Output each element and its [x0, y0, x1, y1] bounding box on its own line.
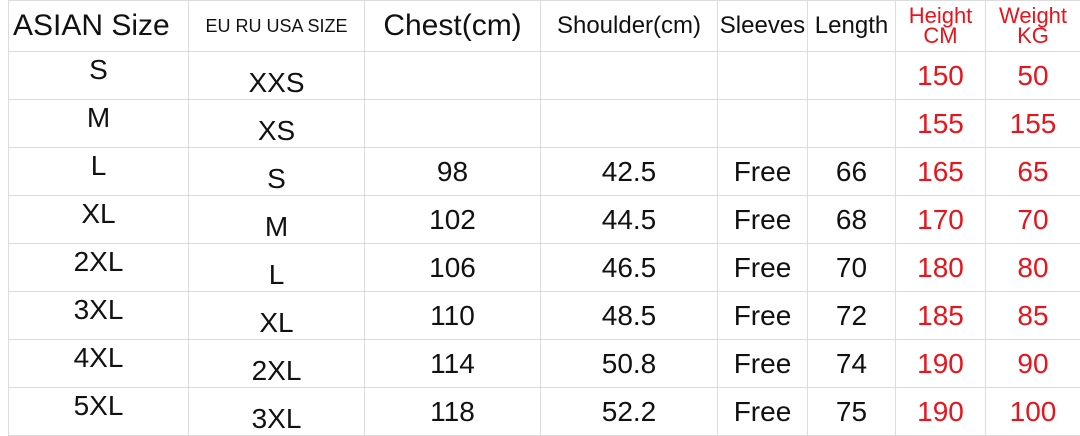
cell-weight[interactable]: 85 [986, 292, 1080, 340]
cell-length[interactable]: 66 [808, 148, 896, 196]
table-row: 4XL 2XL 114 50.8 Free 74 190 90 [9, 340, 1080, 388]
cell-height[interactable]: 190 [896, 340, 986, 388]
cell-sleeves[interactable] [718, 52, 808, 100]
cell-length[interactable]: 70 [808, 244, 896, 292]
header-sleeves[interactable]: Sleeves [718, 1, 808, 52]
cell-weight[interactable]: 70 [986, 196, 1080, 244]
header-height[interactable]: Height CM [896, 1, 986, 52]
cell-height[interactable]: 165 [896, 148, 986, 196]
cell-eu-size[interactable]: 2XL [189, 340, 365, 388]
cell-eu-size[interactable]: XL [189, 292, 365, 340]
cell-asian-size[interactable]: XL [9, 196, 189, 244]
cell-height[interactable]: 185 [896, 292, 986, 340]
table-row: S XXS 150 50 [9, 52, 1080, 100]
header-weight-unit: KG [986, 26, 1080, 46]
cell-length[interactable]: 68 [808, 196, 896, 244]
cell-asian-size[interactable]: M [9, 100, 189, 148]
cell-sleeves[interactable]: Free [718, 148, 808, 196]
cell-length[interactable]: 75 [808, 388, 896, 436]
cell-shoulder[interactable] [541, 100, 718, 148]
cell-chest[interactable]: 114 [365, 340, 541, 388]
cell-weight[interactable]: 90 [986, 340, 1080, 388]
cell-chest[interactable]: 102 [365, 196, 541, 244]
cell-length[interactable]: 74 [808, 340, 896, 388]
header-asian-size[interactable]: ASIAN Size [9, 1, 189, 52]
table-row: 2XL L 106 46.5 Free 70 180 80 [9, 244, 1080, 292]
cell-asian-size[interactable]: S [9, 52, 189, 100]
cell-chest[interactable]: 106 [365, 244, 541, 292]
cell-length[interactable] [808, 52, 896, 100]
cell-sleeves[interactable]: Free [718, 292, 808, 340]
cell-shoulder[interactable]: 48.5 [541, 292, 718, 340]
cell-height[interactable]: 190 [896, 388, 986, 436]
cell-shoulder[interactable]: 44.5 [541, 196, 718, 244]
cell-eu-size[interactable]: L [189, 244, 365, 292]
cell-sleeves[interactable]: Free [718, 340, 808, 388]
cell-sleeves[interactable] [718, 100, 808, 148]
cell-height[interactable]: 170 [896, 196, 986, 244]
cell-chest[interactable]: 98 [365, 148, 541, 196]
cell-sleeves[interactable]: Free [718, 196, 808, 244]
table-row: M XS 155 155 [9, 100, 1080, 148]
cell-chest[interactable] [365, 52, 541, 100]
cell-eu-size[interactable]: XXS [189, 52, 365, 100]
header-shoulder[interactable]: Shoulder(cm) [541, 1, 718, 52]
cell-asian-size[interactable]: 4XL [9, 340, 189, 388]
cell-chest[interactable]: 118 [365, 388, 541, 436]
cell-asian-size[interactable]: 5XL [9, 388, 189, 436]
header-chest[interactable]: Chest(cm) [365, 1, 541, 52]
cell-shoulder[interactable]: 46.5 [541, 244, 718, 292]
cell-sleeves[interactable]: Free [718, 388, 808, 436]
cell-sleeves[interactable]: Free [718, 244, 808, 292]
cell-chest[interactable] [365, 100, 541, 148]
cell-chest[interactable]: 110 [365, 292, 541, 340]
table-row: 3XL XL 110 48.5 Free 72 185 85 [9, 292, 1080, 340]
cell-eu-size[interactable]: S [189, 148, 365, 196]
table-row: 5XL 3XL 118 52.2 Free 75 190 100 [9, 388, 1080, 436]
header-eu-ru-usa-size[interactable]: EU RU USA SIZE [189, 1, 365, 52]
table-row: XL M 102 44.5 Free 68 170 70 [9, 196, 1080, 244]
cell-asian-size[interactable]: 2XL [9, 244, 189, 292]
cell-shoulder[interactable]: 50.8 [541, 340, 718, 388]
cell-weight[interactable]: 100 [986, 388, 1080, 436]
cell-length[interactable] [808, 100, 896, 148]
cell-weight[interactable]: 80 [986, 244, 1080, 292]
header-length[interactable]: Length [808, 1, 896, 52]
cell-height[interactable]: 150 [896, 52, 986, 100]
cell-height[interactable]: 180 [896, 244, 986, 292]
cell-shoulder[interactable]: 42.5 [541, 148, 718, 196]
cell-eu-size[interactable]: 3XL [189, 388, 365, 436]
cell-shoulder[interactable] [541, 52, 718, 100]
cell-asian-size[interactable]: 3XL [9, 292, 189, 340]
cell-eu-size[interactable]: M [189, 196, 365, 244]
header-weight[interactable]: Weight KG [986, 1, 1080, 52]
cell-height[interactable]: 155 [896, 100, 986, 148]
size-chart-table: ASIAN Size EU RU USA SIZE Chest(cm) Shou… [8, 0, 1080, 436]
cell-weight[interactable]: 50 [986, 52, 1080, 100]
table-row: L S 98 42.5 Free 66 165 65 [9, 148, 1080, 196]
cell-weight[interactable]: 155 [986, 100, 1080, 148]
header-row: ASIAN Size EU RU USA SIZE Chest(cm) Shou… [9, 1, 1080, 52]
cell-eu-size[interactable]: XS [189, 100, 365, 148]
cell-weight[interactable]: 65 [986, 148, 1080, 196]
cell-shoulder[interactable]: 52.2 [541, 388, 718, 436]
cell-asian-size[interactable]: L [9, 148, 189, 196]
header-height-unit: CM [896, 26, 985, 46]
cell-length[interactable]: 72 [808, 292, 896, 340]
